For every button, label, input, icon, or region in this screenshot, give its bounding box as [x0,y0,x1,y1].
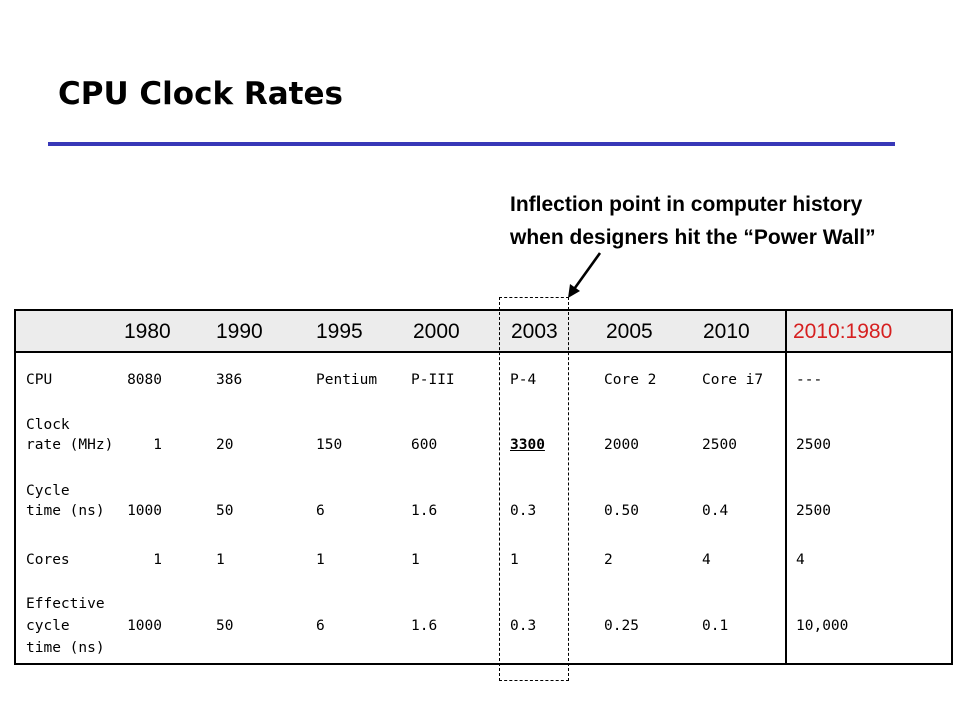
inflection-highlight-box [499,297,569,681]
year-header: 2005 [606,320,653,343]
cell-1990: 50 [216,503,234,519]
year-header: 1990 [216,320,263,343]
cell-1995: 6 [316,618,325,634]
table-header-row: 1980 1990 1995 2000 2003 2005 2010 2010:… [16,311,951,353]
ratio-header: 2010:1980 [793,320,893,343]
cell-1980: 1000 [127,503,162,519]
cell-2000: 1.6 [411,503,438,519]
cell-1995: Pentium [316,372,378,388]
row-label: time (ns) [26,503,105,519]
year-header: 1995 [316,320,363,343]
cell-ratio: 2500 [796,437,831,453]
row-label: Cycle [26,483,70,499]
cell-2010: 0.1 [702,618,729,634]
cell-2010: 4 [702,552,711,568]
annotation-text: Inflection point in computer history whe… [510,188,876,254]
cell-2003: 0.3 [510,503,537,519]
cell-1990: 1 [216,552,225,568]
cpu-table: 1980 1990 1995 2000 2003 2005 2010 2010:… [14,309,953,665]
cell-2010: 0.4 [702,503,729,519]
year-header: 2003 [511,320,558,343]
cell-2000: 1 [411,552,420,568]
cell-1980: 1 [153,552,162,568]
cell-1990: 386 [216,372,243,388]
row-label: time (ns) [26,640,105,656]
cell-2000: P-III [411,372,455,388]
cell-2010: Core i7 [702,372,764,388]
cell-1990: 20 [216,437,234,453]
row-label: Clock [26,417,70,433]
cell-2000: 1.6 [411,618,438,634]
row-label: Effective [26,596,105,612]
cell-2003: 0.3 [510,618,537,634]
cell-1995: 150 [316,437,343,453]
column-divider [785,311,787,663]
cell-2005: 2 [604,552,613,568]
row-label: Cores [26,552,70,568]
cell-1980: 1000 [127,618,162,634]
cell-2000: 600 [411,437,438,453]
year-header: 2000 [413,320,460,343]
annotation-line-2: when designers hit the “Power Wall” [510,226,876,249]
cell-ratio: 10,000 [796,618,849,634]
cell-2003: 1 [510,552,519,568]
row-label: cycle [26,618,70,634]
cell-2005: 0.50 [604,503,639,519]
cell-2005: Core 2 [604,372,657,388]
cell-1980: 8080 [127,372,162,388]
annotation-arrow-icon [568,252,602,298]
year-header: 1980 [124,320,171,343]
cell-1995: 1 [316,552,325,568]
cell-ratio: --- [796,372,823,388]
cell-ratio: 4 [796,552,805,568]
row-label: CPU [26,372,53,388]
row-label: rate (MHz) [26,437,114,453]
slide-title: CPU Clock Rates [58,76,343,112]
cell-2003: P-4 [510,372,537,388]
cell-2005: 0.25 [604,618,639,634]
cell-2010: 2500 [702,437,737,453]
cell-1980: 1 [153,437,162,453]
annotation-line-1: Inflection point in computer history [510,193,863,216]
cell-ratio: 2500 [796,503,831,519]
title-underline [48,142,895,146]
cell-2005: 2000 [604,437,639,453]
cell-2003-highlight: 3300 [510,437,545,453]
cell-1995: 6 [316,503,325,519]
cell-1990: 50 [216,618,234,634]
year-header: 2010 [703,320,750,343]
